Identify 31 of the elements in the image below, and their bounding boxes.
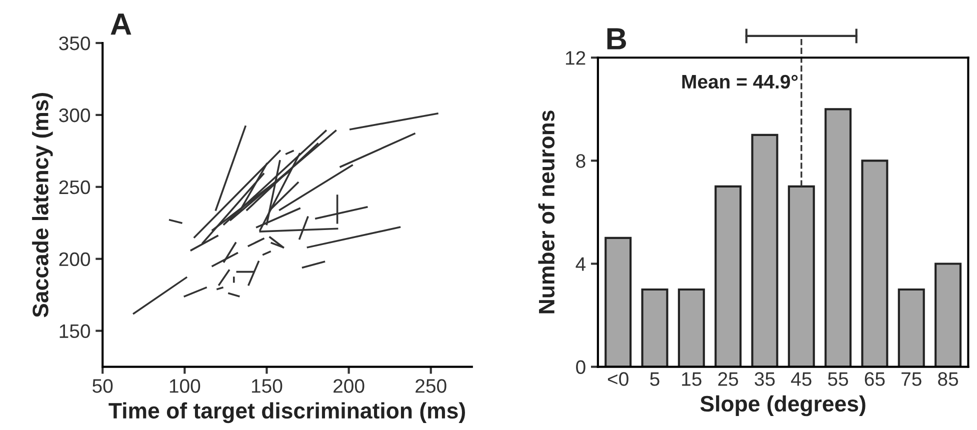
x-axis-title: Time of target discrimination (ms) <box>108 402 465 424</box>
x-tick-label: 35 <box>754 372 775 386</box>
x-tick-label: 45 <box>791 372 812 386</box>
x-tick-label: 250 <box>416 379 446 393</box>
y-tick-label: 0 <box>576 360 586 374</box>
y-tick-label: 300 <box>59 108 90 122</box>
x-tick-label: 25 <box>718 372 738 386</box>
x-tick-label: 75 <box>902 372 922 386</box>
x-tick-label: 55 <box>828 372 848 386</box>
x-tick-label: 200 <box>334 379 364 393</box>
x-tick-label: 65 <box>864 372 885 386</box>
x-tick-label: 5 <box>650 372 660 386</box>
y-tick-label: 12 <box>566 51 586 65</box>
y-tick-label: 200 <box>59 252 90 266</box>
y-tick-label: 4 <box>576 257 586 271</box>
y-tick-label: 8 <box>576 154 586 168</box>
x-axis-title: Slope (degrees) <box>700 395 866 416</box>
y-tick-label: 350 <box>59 36 90 50</box>
x-tick-label: 85 <box>938 372 958 386</box>
x-tick-label: 100 <box>170 379 200 393</box>
x-tick-label: 50 <box>92 379 113 393</box>
x-tick-label: 150 <box>252 379 282 393</box>
x-tick-label: 15 <box>682 372 702 386</box>
y-axis-title: Saccade latency (ms) <box>32 92 53 318</box>
y-tick-label: 150 <box>60 324 90 338</box>
annotation: Mean = 44.9° <box>682 74 798 89</box>
y-axis-title: Number of neurons <box>538 110 555 314</box>
chart-title: B <box>607 28 626 50</box>
y-tick-label: 250 <box>59 180 90 194</box>
chart-title: A <box>110 14 132 35</box>
x-tick-label: <0 <box>608 372 628 386</box>
